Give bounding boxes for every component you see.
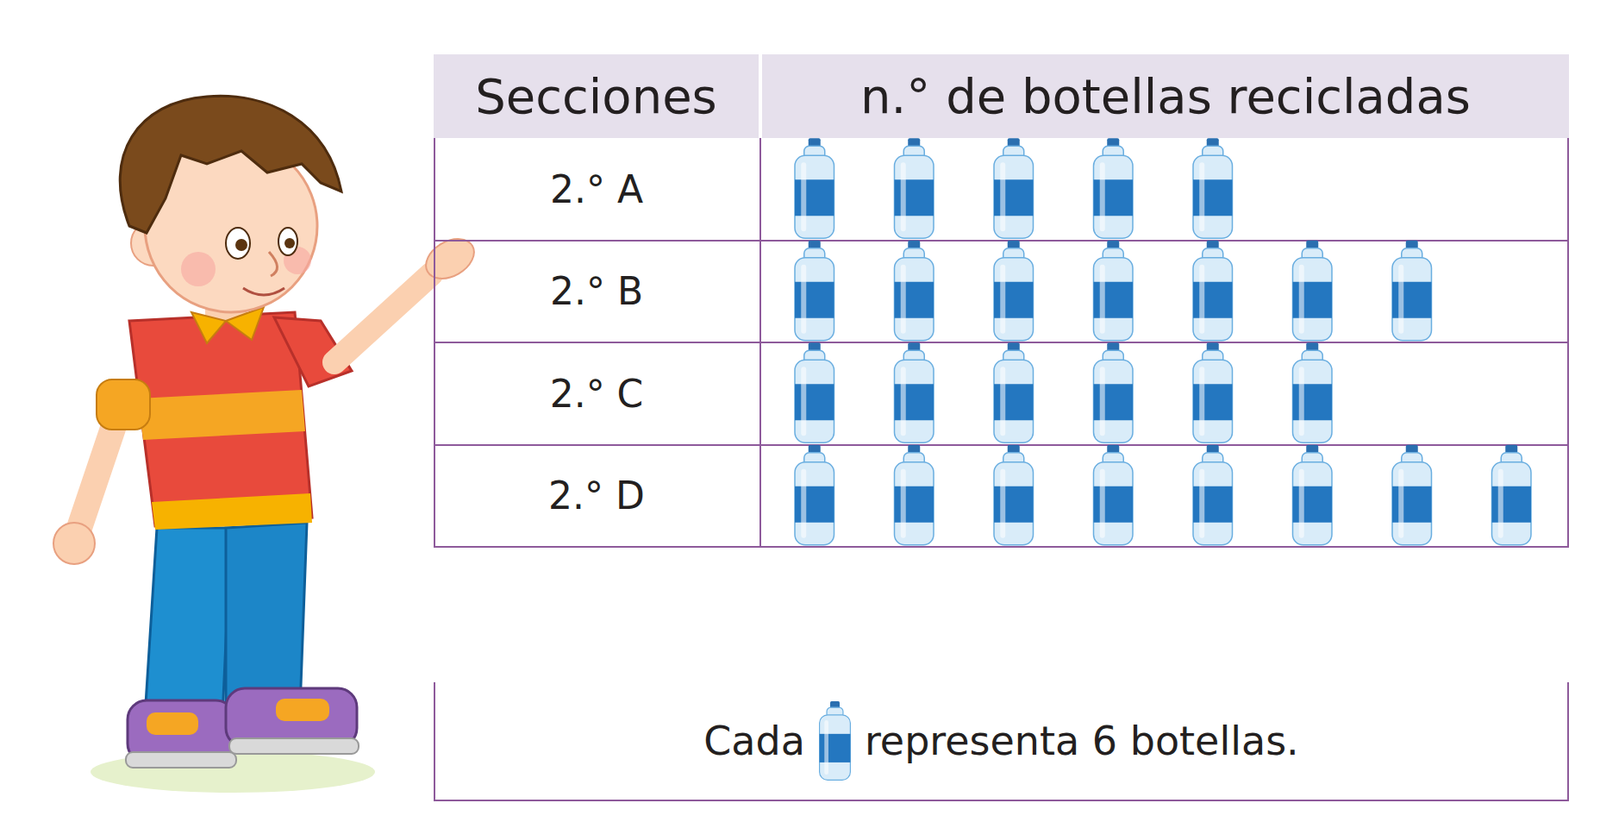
svg-text:2.° B: 2.° B	[550, 268, 644, 313]
svg-text:2.° D: 2.° D	[548, 473, 645, 518]
html-text:Cada: Cada	[703, 717, 806, 764]
svg-text:2.° A: 2.° A	[550, 167, 644, 212]
svg-text:2.° C: 2.° C	[550, 371, 644, 416]
html-text:n.° de botellas recicladas: n.° de botellas recicladas	[860, 68, 1471, 125]
html-text:Secciones: Secciones	[475, 68, 718, 125]
html-text:representa 6 botellas.: representa 6 botellas.	[864, 717, 1299, 764]
